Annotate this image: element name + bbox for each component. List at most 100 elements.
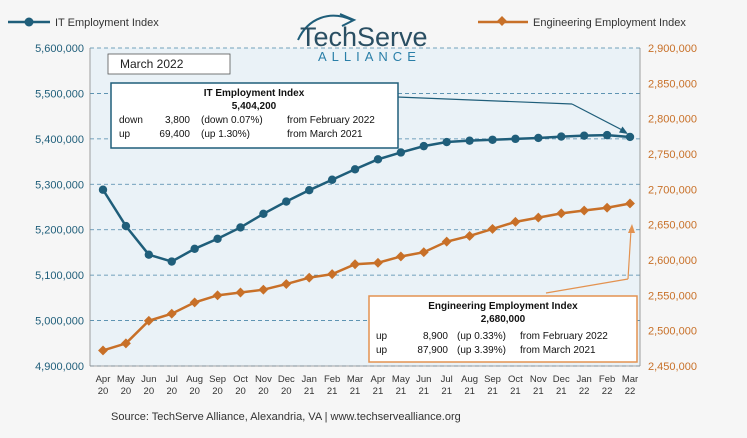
x-tick-label-year: 21 <box>441 386 452 397</box>
eng-data-point <box>441 236 452 247</box>
period-label-box: March 2022 <box>107 53 231 75</box>
left-tick-label: 5,500,000 <box>35 88 84 100</box>
eng-data-point <box>143 315 154 326</box>
x-tick-label-month: Jul <box>166 374 178 385</box>
x-tick-label-month: Feb <box>599 374 615 385</box>
legend-engineering-label: Engineering Employment Index <box>533 17 686 29</box>
x-axis-ticks: Apr20May20Jun20Jul20Aug20Sep20Oct20Nov20… <box>96 374 639 397</box>
it-data-point <box>602 130 612 140</box>
x-tick-label-year: 21 <box>373 386 384 397</box>
eng-data-point <box>533 212 544 223</box>
eng-data-point <box>373 257 383 268</box>
it-row1-pct: (down 0.07%) <box>201 115 263 126</box>
legend-engineering: Engineering Employment Index <box>478 16 686 29</box>
it-data-point <box>396 148 406 157</box>
eng-data-point <box>487 223 498 234</box>
series-it-employment <box>98 130 635 266</box>
eng-data-point <box>304 272 315 283</box>
left-tick-label: 5,300,000 <box>35 179 84 191</box>
eng-data-point <box>395 251 406 262</box>
it-row2-dir: up <box>119 129 131 140</box>
left-tick-label: 5,100,000 <box>35 270 84 282</box>
it-callout-arrow-icon <box>619 126 628 134</box>
left-tick-label: 5,600,000 <box>35 43 84 55</box>
x-tick-label-year: 22 <box>625 386 636 397</box>
eng-data-point <box>464 231 475 241</box>
logo-swoosh-icon <box>297 14 353 41</box>
eng-data-point <box>258 284 269 295</box>
left-axis-ticks: 4,900,000 5,000,000 5,100,000 5,200,000 5,30… <box>35 43 84 373</box>
x-tick-label-year: 20 <box>281 386 292 397</box>
period-label: March 2022 <box>120 57 184 71</box>
it-box-title: IT Employment Index <box>204 88 305 99</box>
x-tick-label-year: 21 <box>533 386 544 397</box>
x-tick-label-month: Nov <box>255 374 272 385</box>
x-tick-label-month: Apr <box>371 374 386 385</box>
right-tick-label: 2,450,000 <box>648 361 697 373</box>
left-tick-label: 5,400,000 <box>35 134 84 146</box>
x-tick-label-year: 20 <box>235 386 246 397</box>
eng-data-point <box>579 205 590 216</box>
eng-data-point <box>166 308 177 319</box>
x-tick-label-month: Dec <box>278 374 295 385</box>
eng-row1-dir: up <box>376 331 388 342</box>
logo-line2: ALLIANCE <box>318 49 421 64</box>
x-tick-label-year: 20 <box>212 386 223 397</box>
x-tick-label-year: 21 <box>510 386 521 397</box>
eng-row1-from: from February 2022 <box>520 331 608 342</box>
it-data-point <box>442 137 451 147</box>
x-tick-label-year: 22 <box>579 386 590 397</box>
eng-box-title: Engineering Employment Index <box>428 301 578 312</box>
right-tick-label: 2,700,000 <box>648 184 697 196</box>
it-row1-dir: down <box>119 115 143 126</box>
it-data-point <box>305 185 314 195</box>
x-tick-label-year: 20 <box>166 386 177 397</box>
it-data-point <box>144 250 154 259</box>
x-tick-label-year: 21 <box>304 386 315 397</box>
eng-row2-dir: up <box>376 345 388 356</box>
x-tick-label-month: Jul <box>441 374 453 385</box>
it-data-point <box>213 234 222 243</box>
engineering-callout-box: Engineering Employment Index 2,680,000 u… <box>368 224 638 363</box>
right-tick-label: 2,600,000 <box>648 255 697 267</box>
it-data-point <box>465 136 474 145</box>
eng-callout-arrow-icon <box>628 224 635 233</box>
it-data-point <box>327 175 337 184</box>
x-tick-label-month: Sep <box>484 374 501 385</box>
x-tick-label-year: 22 <box>602 386 613 397</box>
right-tick-label: 2,900,000 <box>648 43 697 55</box>
eng-data-point <box>350 259 360 270</box>
it-data-point <box>557 132 566 141</box>
it-data-point <box>625 132 635 142</box>
x-tick-label-year: 20 <box>258 386 269 397</box>
x-tick-label-year: 20 <box>144 386 155 397</box>
x-tick-label-month: Dec <box>553 374 570 385</box>
it-row1-amount: 3,800 <box>165 115 190 126</box>
eng-row1-pct: (up 0.33%) <box>457 331 506 342</box>
x-tick-label-year: 21 <box>396 386 407 397</box>
eng-data-point <box>327 269 338 280</box>
right-tick-label: 2,850,000 <box>648 78 697 90</box>
legend-engineering-marker <box>497 16 507 26</box>
it-data-point <box>511 134 520 144</box>
x-tick-label-month: Apr <box>96 374 111 385</box>
right-tick-label: 2,650,000 <box>648 220 697 232</box>
x-tick-label-month: Nov <box>530 374 547 385</box>
x-tick-label-month: May <box>117 374 135 385</box>
legend-it-marker <box>24 17 34 27</box>
it-data-point <box>98 185 108 194</box>
eng-row1-amount: 8,900 <box>423 331 448 342</box>
techserve-logo: TechServe ALLIANCE <box>297 13 428 64</box>
x-tick-label-month: Jan <box>577 374 592 385</box>
gridlines <box>89 47 641 367</box>
right-tick-label: 2,800,000 <box>648 114 697 126</box>
right-axis-ticks: 2,450,000 2,500,000 2,550,000 2,600,000 2,65… <box>648 43 697 373</box>
eng-row2-pct: (up 3.39%) <box>457 345 506 356</box>
x-tick-label-month: Mar <box>622 374 638 385</box>
eng-row2-from: from March 2021 <box>520 345 596 356</box>
eng-data-point <box>625 198 635 209</box>
eng-data-point <box>602 202 613 213</box>
left-tick-label: 5,200,000 <box>35 225 84 237</box>
